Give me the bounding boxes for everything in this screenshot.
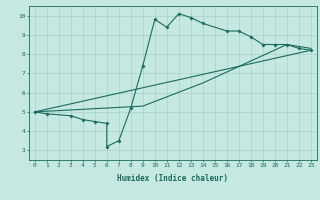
X-axis label: Humidex (Indice chaleur): Humidex (Indice chaleur): [117, 174, 228, 183]
